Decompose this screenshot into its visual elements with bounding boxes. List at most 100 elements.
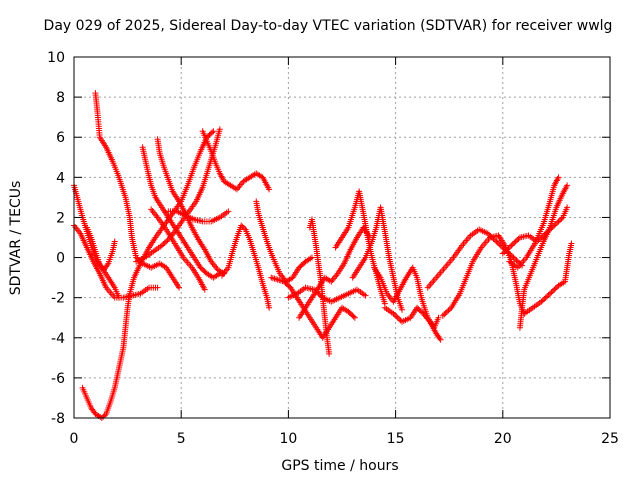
series-16 — [285, 284, 369, 305]
y-tick-label: 0 — [56, 251, 65, 267]
x-tick-label: 10 — [279, 431, 297, 447]
y-tick-label: 8 — [56, 90, 65, 106]
data-point — [545, 291, 552, 298]
data-point — [515, 235, 522, 242]
data-point — [512, 238, 519, 245]
data-point — [441, 311, 448, 318]
series-12 — [253, 198, 315, 285]
data-point — [238, 222, 245, 229]
series-25 — [506, 174, 562, 271]
data-point — [541, 296, 548, 303]
data-point — [552, 221, 559, 228]
series-15 — [306, 216, 333, 357]
data-point — [554, 219, 561, 226]
data-point — [502, 247, 509, 254]
data-point — [133, 258, 140, 265]
data-point — [546, 290, 553, 297]
data-point — [390, 310, 397, 317]
data-point — [435, 314, 442, 321]
data-point — [362, 292, 369, 299]
data-point — [239, 223, 246, 230]
data-point — [509, 241, 516, 248]
data-point — [111, 238, 118, 245]
data-point — [315, 290, 322, 297]
data-point — [326, 350, 333, 357]
data-point — [539, 297, 546, 304]
y-tick-label: 2 — [56, 210, 65, 226]
data-point — [225, 208, 232, 215]
data-point — [446, 306, 453, 313]
data-point — [176, 284, 183, 291]
data-point — [511, 255, 518, 262]
data-point — [544, 229, 551, 236]
data-point — [154, 284, 161, 291]
data-point — [391, 312, 398, 319]
data-point — [167, 234, 174, 241]
data-point — [508, 242, 515, 249]
data-point — [166, 235, 173, 242]
y-tick-label: -4 — [51, 331, 65, 347]
data-point — [554, 283, 561, 290]
data-point — [101, 412, 108, 419]
data-point — [493, 238, 500, 245]
series-0 — [92, 90, 183, 291]
data-point — [551, 222, 558, 229]
x-tick-label: 20 — [494, 431, 512, 447]
data-point — [494, 239, 501, 246]
data-point — [439, 312, 446, 319]
data-point — [514, 258, 521, 265]
data-point — [551, 286, 558, 293]
data-point — [442, 310, 449, 317]
series-4 — [83, 224, 118, 273]
data-point — [266, 304, 273, 311]
data-point — [351, 314, 358, 321]
data-point — [163, 238, 170, 245]
data-point — [266, 186, 273, 193]
data-point — [555, 174, 562, 181]
data-point — [544, 293, 551, 300]
data-point — [538, 234, 545, 241]
data-point — [555, 218, 562, 225]
series-5 — [139, 144, 223, 281]
data-point — [548, 289, 555, 296]
x-tick-label: 5 — [177, 431, 186, 447]
series-1 — [79, 128, 217, 421]
data-point — [164, 237, 171, 244]
data-point — [568, 240, 575, 247]
y-tick-label: -6 — [51, 371, 65, 387]
data-point — [96, 262, 103, 269]
series-7 — [148, 206, 208, 293]
x-tick-label: 0 — [70, 431, 79, 447]
data-point — [161, 239, 168, 246]
data-point — [556, 217, 563, 224]
y-tick-label: -8 — [51, 411, 65, 427]
plot-area — [71, 90, 575, 421]
data-point — [513, 257, 520, 264]
data-point — [160, 241, 167, 248]
data-point — [209, 129, 216, 136]
x-tick-label: 15 — [387, 431, 405, 447]
data-point — [318, 293, 325, 300]
data-point — [419, 309, 426, 316]
data-point — [444, 308, 451, 315]
data-point — [499, 250, 506, 257]
y-tick-label: 4 — [56, 170, 65, 186]
series-6 — [154, 136, 228, 277]
y-tick-label: -2 — [51, 291, 65, 307]
data-point — [558, 215, 565, 222]
data-point — [201, 286, 208, 293]
data-point — [549, 223, 556, 230]
data-point — [534, 238, 541, 245]
data-point — [539, 233, 546, 240]
data-point — [542, 294, 549, 301]
series-20 — [381, 304, 444, 343]
series-10 — [165, 208, 232, 225]
series-13 — [268, 274, 358, 341]
data-point — [445, 307, 452, 314]
data-point — [535, 237, 542, 244]
data-point — [548, 225, 555, 232]
data-point — [316, 291, 323, 298]
y-tick-label: 6 — [56, 130, 65, 146]
data-point — [514, 237, 521, 244]
series-18 — [349, 204, 406, 313]
